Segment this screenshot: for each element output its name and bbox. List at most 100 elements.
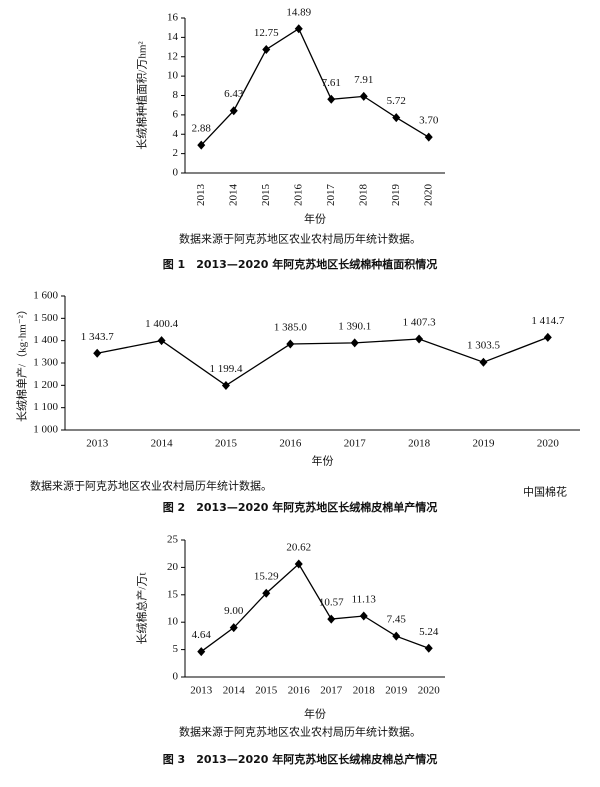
value-label: 11.13 xyxy=(352,594,377,606)
y-tick-label: 0 xyxy=(173,671,179,683)
value-label: 12.75 xyxy=(254,27,279,39)
marker xyxy=(93,348,102,358)
marker xyxy=(424,643,433,653)
value-label: 1 343.7 xyxy=(81,331,115,343)
data-line xyxy=(97,336,549,387)
value-label: 6.43 xyxy=(224,88,244,100)
marker xyxy=(294,24,303,34)
x-tick-label: 2013 xyxy=(86,438,109,450)
value-label: 4.64 xyxy=(192,629,212,641)
value-label: 1 407.3 xyxy=(403,317,437,329)
watermark: 中国棉花 xyxy=(523,485,567,499)
x-tick-label: 2020 xyxy=(537,438,560,450)
marker xyxy=(479,357,488,367)
marker xyxy=(197,140,206,150)
x-tick-label: 2020 xyxy=(418,685,441,697)
y-tick-label: 25 xyxy=(167,534,179,546)
value-label: 14.89 xyxy=(286,6,311,18)
x-tick-label: 2016 xyxy=(279,438,302,450)
x-tick-label: 2014 xyxy=(227,184,239,207)
value-label: 9.00 xyxy=(224,605,244,617)
value-label: 1 390.1 xyxy=(338,320,371,332)
x-tick-label: 2013 xyxy=(195,184,207,207)
value-label: 2.88 xyxy=(192,123,212,135)
marker xyxy=(415,334,424,344)
marker xyxy=(350,338,359,348)
marker xyxy=(359,611,368,621)
marker xyxy=(359,91,368,101)
x-tick-label: 2015 xyxy=(215,438,238,450)
value-label: 20.62 xyxy=(286,542,311,554)
x-tick-label: 2015 xyxy=(260,184,272,207)
marker xyxy=(157,336,166,346)
x-tick-label: 2019 xyxy=(390,184,402,207)
x-tick-label: 2020 xyxy=(422,184,434,207)
marker xyxy=(197,647,206,657)
x-axis-title: 年份 xyxy=(304,212,326,226)
y-tick-label: 20 xyxy=(167,561,179,573)
marker xyxy=(327,94,336,104)
x-tick-label: 2014 xyxy=(151,438,174,450)
y-axis-title: 长绒棉种植面积/万hm² xyxy=(135,41,149,150)
value-label: 15.29 xyxy=(254,571,279,583)
x-tick-label: 2017 xyxy=(325,184,337,207)
value-label: 7.61 xyxy=(322,77,341,89)
x-tick-label: 2019 xyxy=(472,438,495,450)
marker xyxy=(392,631,401,641)
x-tick-label: 2015 xyxy=(255,685,278,697)
x-axis-title: 年份 xyxy=(304,707,326,721)
y-tick-label: 1 600 xyxy=(33,290,58,302)
x-tick-label: 2016 xyxy=(292,184,304,207)
marker xyxy=(229,106,238,116)
y-tick-label: 1 300 xyxy=(33,357,58,369)
x-tick-label: 2017 xyxy=(320,685,343,697)
y-tick-label: 1 000 xyxy=(33,424,58,436)
value-label: 3.70 xyxy=(419,115,439,127)
y-tick-label: 8 xyxy=(173,89,179,101)
x-tick-label: 2016 xyxy=(288,685,311,697)
y-tick-label: 16 xyxy=(167,12,179,24)
x-tick-label: 2013 xyxy=(190,685,213,697)
marker xyxy=(327,614,336,624)
value-label: 1 385.0 xyxy=(274,322,308,334)
x-tick-label: 2018 xyxy=(353,685,376,697)
caption: 图 1 2013—2020 年阿克苏地区长绒棉种植面积情况 xyxy=(163,257,438,271)
x-tick-label: 2019 xyxy=(385,685,408,697)
y-axis-title: 长绒棉总产/万t xyxy=(135,572,149,644)
value-label: 1 414.7 xyxy=(531,315,565,327)
y-tick-label: 0 xyxy=(173,167,179,179)
data-line xyxy=(200,562,429,653)
y-tick-label: 1 200 xyxy=(33,379,58,391)
data-line xyxy=(200,27,430,146)
caption: 图 2 2013—2020 年阿克苏地区长绒棉皮棉单产情况 xyxy=(163,500,438,514)
marker xyxy=(221,380,230,390)
value-label: 7.45 xyxy=(387,614,407,626)
x-tick-label: 2017 xyxy=(344,438,367,450)
note: 数据来源于阿克苏地区农业农村局历年统计数据。 xyxy=(179,232,421,246)
marker xyxy=(262,44,271,54)
value-label: 1 400.4 xyxy=(145,318,179,330)
marker xyxy=(424,132,433,142)
marker xyxy=(262,588,271,598)
y-axis-title: 长绒棉单产/（kg·hm⁻²） xyxy=(15,304,29,422)
marker xyxy=(392,113,401,123)
y-tick-label: 6 xyxy=(173,108,179,120)
y-tick-label: 15 xyxy=(167,588,179,600)
caption: 图 3 2013—2020 年阿克苏地区长绒棉皮棉总产情况 xyxy=(163,752,438,766)
y-tick-label: 1 400 xyxy=(33,334,58,346)
y-tick-label: 14 xyxy=(167,31,179,43)
value-label: 5.24 xyxy=(419,626,439,638)
y-tick-label: 1 100 xyxy=(33,401,58,413)
x-tick-label: 2014 xyxy=(223,685,246,697)
value-label: 1 199.4 xyxy=(209,363,243,375)
y-tick-label: 10 xyxy=(167,70,179,82)
x-tick-label: 2018 xyxy=(357,184,369,207)
x-axis-title: 年份 xyxy=(312,454,334,468)
y-tick-label: 10 xyxy=(167,616,179,628)
value-label: 5.72 xyxy=(387,95,406,107)
marker xyxy=(286,339,295,349)
note: 数据来源于阿克苏地区农业农村局历年统计数据。 xyxy=(30,479,272,493)
note: 数据来源于阿克苏地区农业农村局历年统计数据。 xyxy=(179,725,421,739)
y-tick-label: 12 xyxy=(167,50,178,62)
y-tick-label: 5 xyxy=(173,643,179,655)
